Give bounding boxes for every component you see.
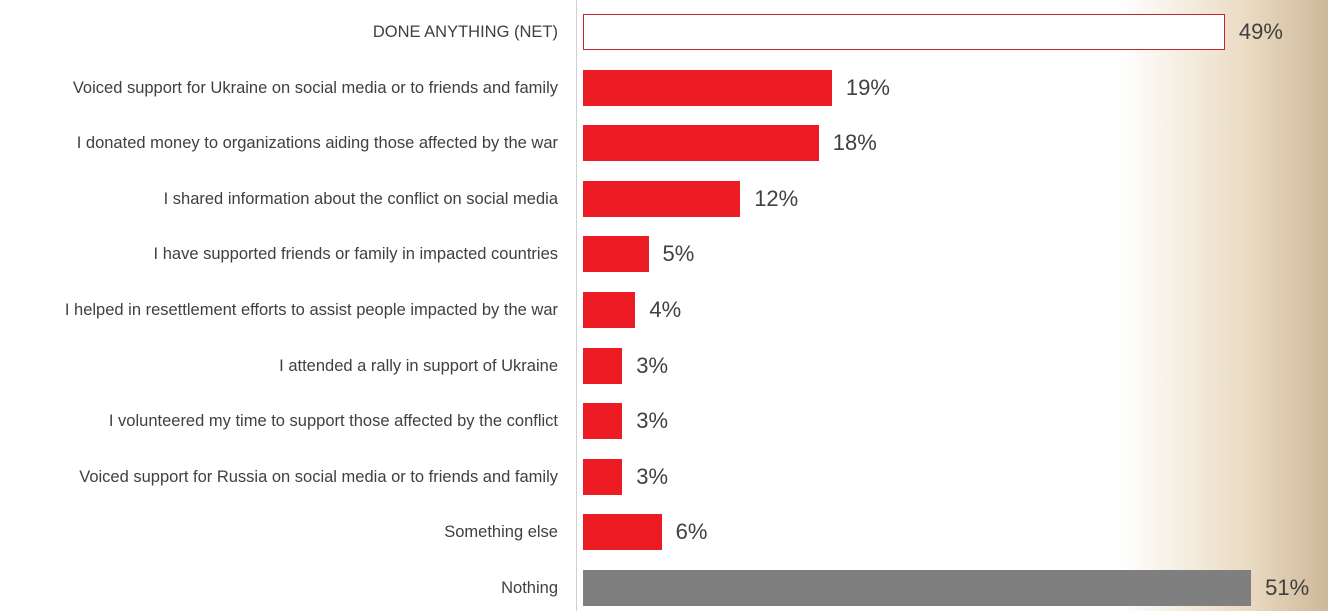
category-label: Something else xyxy=(444,523,558,542)
value-label: 3% xyxy=(636,463,669,489)
bar xyxy=(583,514,662,551)
category-label: I helped in resettlement efforts to assi… xyxy=(64,301,558,319)
bar xyxy=(583,458,623,495)
category-label: Voiced support for Ukraine on social med… xyxy=(72,78,558,97)
value-label: 5% xyxy=(662,241,695,267)
value-label: 12% xyxy=(754,185,799,211)
bar xyxy=(583,180,741,217)
value-label: 19% xyxy=(845,74,890,100)
bar xyxy=(583,403,623,440)
bar xyxy=(583,69,832,106)
category-label: DONE ANYTHING (NET) xyxy=(372,23,558,41)
category-label: I shared information about the conflict … xyxy=(163,189,558,208)
category-label: Nothing xyxy=(501,579,558,597)
value-label: 3% xyxy=(636,408,669,434)
axis-line xyxy=(576,0,577,611)
value-label: 6% xyxy=(675,519,708,545)
value-label: 18% xyxy=(832,130,877,156)
value-label: 4% xyxy=(649,297,682,322)
category-label: I have supported friends or family in im… xyxy=(153,245,558,264)
value-label: 3% xyxy=(636,352,669,378)
category-label: I donated money to organizations aiding … xyxy=(76,134,558,153)
bar xyxy=(583,570,1252,606)
value-label: 49% xyxy=(1238,19,1283,44)
background-photo xyxy=(1120,0,1328,611)
bar xyxy=(583,14,1225,50)
bar xyxy=(583,347,623,384)
bar xyxy=(583,125,819,162)
category-label: Voiced support for Russia on social medi… xyxy=(79,467,558,486)
bar xyxy=(583,236,649,273)
value-label: 51% xyxy=(1265,575,1310,600)
bar xyxy=(583,292,636,328)
category-label: I volunteered my time to support those a… xyxy=(108,412,558,431)
category-label: I attended a rally in support of Ukraine xyxy=(279,356,558,375)
